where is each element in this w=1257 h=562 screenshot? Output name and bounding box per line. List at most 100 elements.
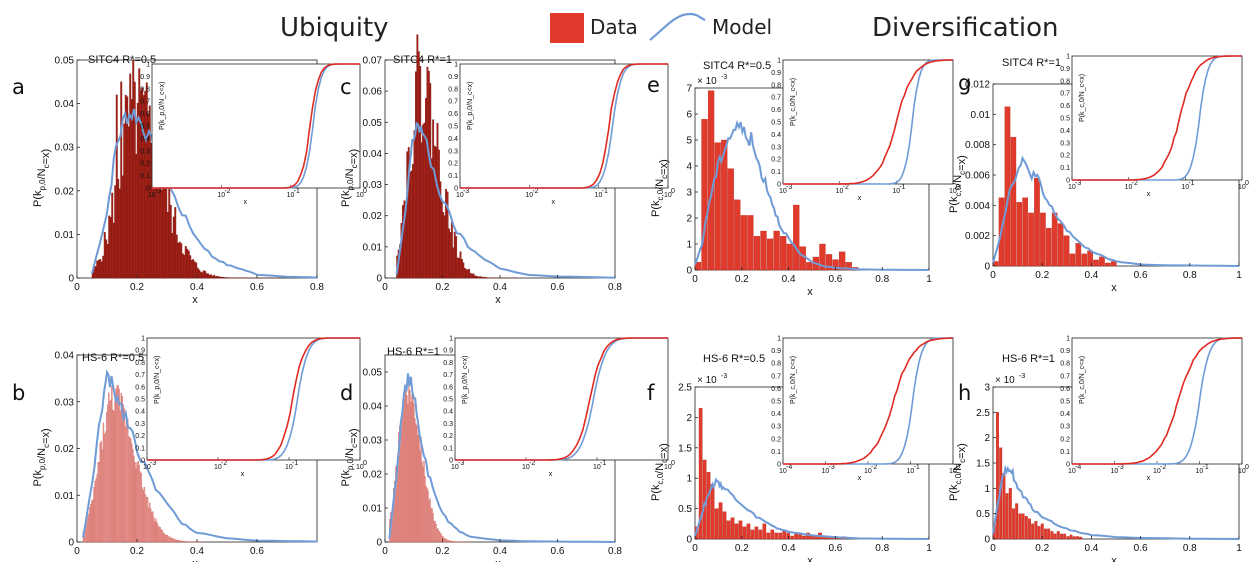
data-bar	[118, 388, 120, 543]
data-bar	[437, 528, 439, 543]
y-tick-label: 0.06	[363, 87, 383, 98]
inset-y-tick-label: 0.1	[443, 445, 453, 452]
data-bar	[180, 243, 183, 279]
data-bar	[150, 508, 152, 543]
data-bar	[176, 539, 178, 543]
data-bar	[402, 205, 404, 279]
data-bar	[115, 388, 117, 543]
data-bar	[101, 449, 104, 543]
inset-y-tick-label: 0.3	[771, 424, 781, 431]
data-bar	[174, 539, 176, 543]
inset-x-tick-exp: 0	[956, 464, 960, 471]
data-bar	[1012, 508, 1015, 540]
data-bar	[786, 532, 791, 540]
data-bar	[1024, 516, 1028, 540]
data-bar	[107, 404, 109, 543]
data-bar	[115, 94, 118, 279]
data-bar	[432, 513, 434, 543]
data-bar	[111, 192, 114, 279]
data-bar	[121, 175, 124, 279]
data-bar	[95, 478, 97, 543]
data-bar	[153, 517, 155, 543]
inset-y-tick-label: 0.9	[771, 348, 781, 355]
data-bar	[478, 276, 481, 279]
y-tick-label: 0.04	[363, 402, 383, 413]
panel-letter: d	[340, 381, 353, 405]
x-tick-label: 0.2	[130, 546, 144, 557]
data-bar	[734, 199, 741, 271]
inset-y-tick-label: 0.5	[771, 120, 781, 127]
data-bar	[1031, 523, 1035, 540]
data-bar	[172, 538, 174, 543]
data-bar	[91, 500, 93, 543]
data-bar	[406, 395, 408, 543]
data-bar	[754, 526, 759, 540]
y-tick-label: 0	[376, 538, 382, 549]
x-tick-label: 0.6	[551, 546, 565, 557]
x-tick-label: 1	[1236, 270, 1242, 281]
data-bar	[146, 496, 149, 543]
inset-y-tick-label: 0.4	[1060, 128, 1070, 135]
model-line	[694, 477, 930, 540]
data-bar	[1081, 253, 1088, 267]
data-bar	[452, 247, 455, 279]
data-bar	[189, 255, 192, 279]
data-bar	[438, 530, 440, 543]
data-bar	[114, 400, 116, 543]
inset-y-tick-label: 0.1	[140, 173, 150, 180]
data-bar	[996, 412, 999, 540]
data-bar	[117, 385, 119, 543]
inset-y-tick-label: 0.6	[135, 384, 145, 391]
inset-y-tick-label: 0.3	[140, 148, 150, 155]
inset-x-tick-exp: -1	[294, 188, 300, 195]
data-bar	[143, 487, 146, 543]
inset-frame	[151, 63, 361, 189]
x-tick-label: 0	[692, 274, 698, 285]
data-bar	[136, 462, 138, 543]
legend-data-label: Data	[590, 15, 638, 39]
inset-y-label: P(k_c,0/N_c<x)	[1079, 356, 1086, 404]
inset-x-tick-label: 10	[287, 192, 295, 199]
data-bar	[198, 269, 201, 279]
data-bar	[97, 462, 99, 543]
inset-y-tick-label: 0.6	[1060, 103, 1070, 110]
y-tick-label: 6	[686, 110, 692, 121]
panel-letter: h	[958, 381, 971, 405]
data-bar	[1053, 533, 1057, 540]
inset-x-tick-exp: -1	[1203, 464, 1209, 471]
data-bar	[181, 253, 184, 279]
data-bar	[714, 508, 719, 540]
data-bar	[819, 243, 826, 271]
x-tick-label: 0.2	[735, 274, 749, 285]
data-bar	[1047, 528, 1051, 540]
data-bar	[1004, 106, 1011, 267]
data-bar	[140, 473, 142, 543]
x-tick-label: 0.2	[436, 546, 450, 557]
inset-y-tick-label: 0.4	[443, 409, 453, 416]
data-bar	[408, 378, 410, 543]
y-axis-label: P(kc,0/Nc=x)	[948, 443, 968, 501]
inset-x-tick-label: 10	[525, 192, 533, 199]
data-bar	[838, 251, 846, 271]
data-bar	[133, 455, 135, 543]
inset-x-tick-label: 10	[1068, 184, 1076, 191]
inset-y-label: P(k_c,0/N_c<x)	[790, 356, 797, 404]
data-bar	[1051, 212, 1058, 267]
data-bar	[473, 275, 476, 279]
data-bar	[164, 534, 167, 543]
inset-x-tick-exp: -2	[224, 188, 230, 195]
inset-y-tick-label: 0.2	[1060, 153, 1070, 160]
data-bar	[701, 119, 708, 271]
data-bar	[778, 532, 783, 540]
inset-y-tick-label: 1	[146, 62, 150, 69]
data-bar	[458, 257, 460, 279]
inset-y-label: P(k_c,0/N_c<x)	[1079, 74, 1086, 122]
inset-x-tick-label: 10	[1238, 468, 1246, 475]
data-bar	[138, 464, 140, 543]
data-bar	[401, 417, 403, 543]
inset-x-tick-label: 10	[822, 468, 830, 475]
y-tick-label: 0	[68, 274, 74, 285]
inset-x-tick-exp: -3	[1075, 180, 1081, 187]
data-bar	[429, 83, 432, 279]
